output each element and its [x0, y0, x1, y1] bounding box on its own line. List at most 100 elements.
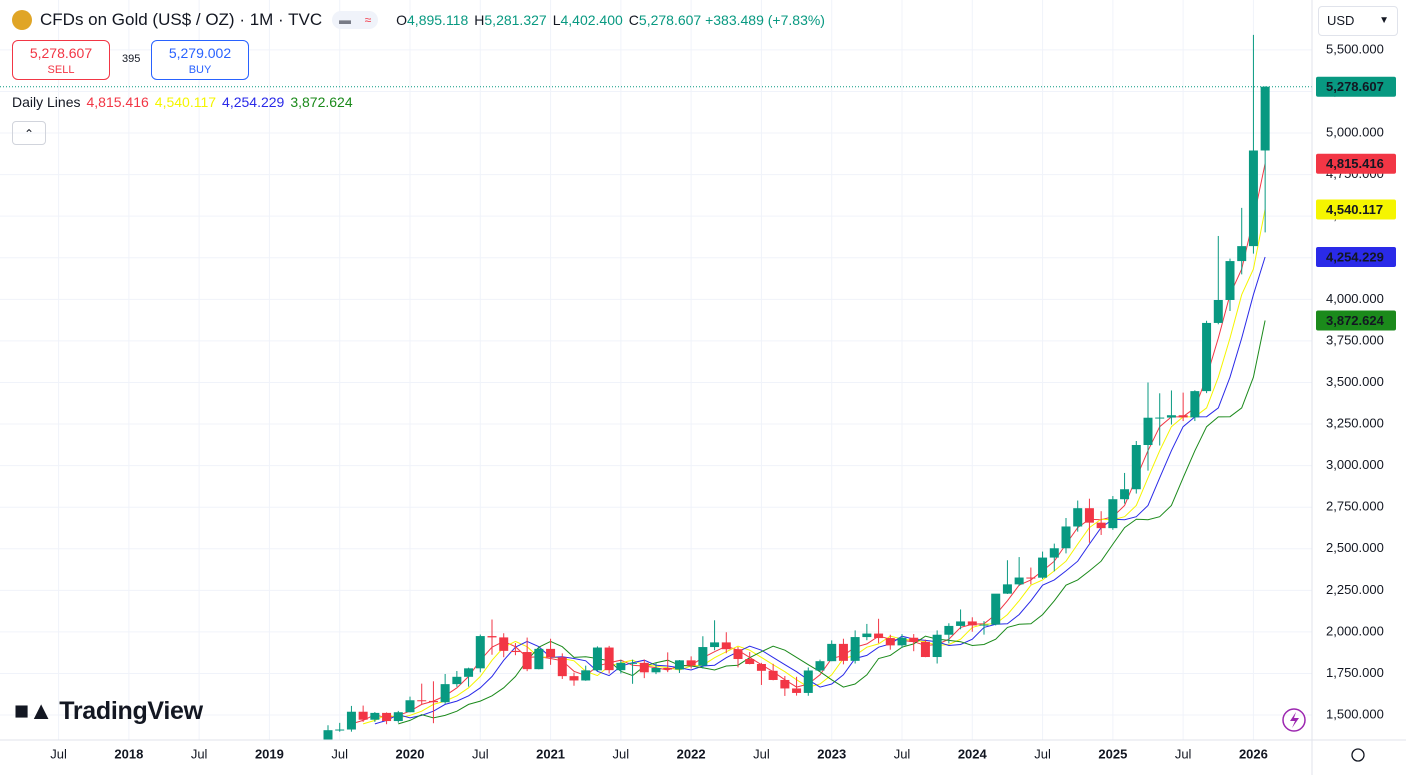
- candle-body: [827, 643, 837, 662]
- y-tick-label: 5,500.000: [1326, 41, 1384, 56]
- buy-price: 5,279.002: [168, 45, 232, 61]
- x-tick-label: Jul: [613, 746, 630, 761]
- candle-body: [346, 711, 356, 730]
- currency-select[interactable]: USD ▼: [1318, 6, 1398, 36]
- price-tag-label: 3,872.624: [1326, 313, 1385, 328]
- x-tick-label: Jul: [1175, 746, 1192, 761]
- x-tick-label: 2022: [677, 746, 706, 761]
- candle-body: [1038, 557, 1048, 578]
- toggle-left: ▬: [338, 13, 351, 27]
- x-tick-label: 2018: [114, 746, 143, 761]
- candle-body: [1190, 391, 1200, 418]
- candle-body: [792, 688, 802, 693]
- candle-body: [1084, 508, 1094, 523]
- sell-price: 5,278.607: [29, 45, 93, 61]
- candle-body: [768, 670, 778, 680]
- sell-button[interactable]: 5,278.607 SELL: [12, 40, 110, 80]
- indicator-value: 4,254.229: [222, 94, 285, 110]
- x-tick-label: 2020: [396, 746, 425, 761]
- candle-body: [522, 652, 532, 670]
- candle-body: [909, 637, 919, 642]
- candle-body: [487, 636, 497, 638]
- candle-body: [569, 676, 579, 681]
- candle-body: [1225, 261, 1235, 300]
- candle-body: [370, 712, 380, 720]
- alert-icon[interactable]: [1282, 708, 1306, 732]
- candle-body: [733, 649, 743, 660]
- candle-body: [745, 659, 755, 665]
- buy-label: BUY: [188, 64, 212, 76]
- candle-body: [499, 637, 509, 651]
- candle-body: [323, 730, 333, 740]
- price-tag: [1316, 310, 1396, 331]
- candle-body: [850, 637, 860, 661]
- mode-toggle[interactable]: ▬ ≈: [332, 11, 379, 29]
- candle-body: [1049, 548, 1059, 558]
- change: +383.489 (+7.83%): [705, 12, 825, 28]
- indicator-value: 4,815.416: [86, 94, 149, 110]
- x-tick-label: Jul: [472, 746, 489, 761]
- buy-button[interactable]: 5,279.002 BUY: [151, 40, 249, 80]
- x-tick-label: Jul: [191, 746, 208, 761]
- candle-body: [358, 711, 368, 720]
- candle-body: [815, 661, 825, 671]
- candle-body: [1014, 577, 1024, 585]
- y-tick-label: 2,250.000: [1326, 582, 1384, 597]
- candle-body: [1120, 489, 1130, 500]
- settings-icon[interactable]: [1351, 748, 1365, 762]
- candle-body: [1166, 415, 1176, 418]
- x-tick-label: Jul: [331, 746, 348, 761]
- candle-body: [335, 729, 345, 731]
- x-tick-label: 2019: [255, 746, 284, 761]
- candle-body: [628, 662, 638, 664]
- candle-body: [674, 660, 684, 670]
- candle-body: [452, 676, 462, 685]
- indicator-name[interactable]: Daily Lines: [12, 94, 81, 110]
- candle-body: [475, 636, 485, 669]
- candle-body: [721, 642, 731, 650]
- brand-mark: ■▲: [14, 697, 54, 725]
- price-tag-label: 4,815.416: [1326, 156, 1384, 171]
- y-tick-label: 2,500.000: [1326, 540, 1384, 555]
- candle-body: [803, 670, 813, 693]
- candle-body: [405, 700, 415, 713]
- ohlc: O4,895.118 H5,281.327 L4,402.400 C5,278.607…: [390, 12, 825, 28]
- y-tick-label: 3,500.000: [1326, 374, 1384, 389]
- candle-body: [663, 667, 673, 670]
- collapse-button[interactable]: ⌃: [12, 121, 46, 145]
- candle-body: [1213, 299, 1223, 323]
- y-tick-label: 2,000.000: [1326, 623, 1384, 638]
- x-tick-label: Jul: [50, 746, 67, 761]
- candle-body: [428, 700, 438, 703]
- y-tick-label: 5,000.000: [1326, 124, 1384, 139]
- price-tag-label: 5,278.607: [1326, 79, 1384, 94]
- symbol[interactable]: CFDs on Gold (US$ / OZ) · 1M · TVC: [40, 10, 323, 29]
- y-tick-label: 3,750.000: [1326, 332, 1384, 347]
- currency: USD: [1327, 13, 1355, 28]
- candle-body: [1108, 499, 1118, 529]
- x-tick-label: 2023: [817, 746, 846, 761]
- symbol-logo: [12, 10, 32, 30]
- candle-body: [862, 633, 872, 638]
- candle-body: [756, 664, 766, 671]
- candle-body: [979, 624, 989, 626]
- candle-body: [1131, 444, 1141, 490]
- x-tick-label: Jul: [894, 746, 911, 761]
- candle-body: [1026, 577, 1036, 579]
- candle-body: [1073, 508, 1083, 527]
- price-tag: [1316, 199, 1396, 220]
- candle-body: [616, 662, 626, 671]
- y-tick-label: 1,500.000: [1326, 706, 1384, 721]
- alert-bolt: [1290, 712, 1299, 728]
- candle-body: [417, 700, 427, 702]
- price-tag: [1316, 76, 1396, 97]
- spread: 395: [122, 53, 141, 65]
- x-tick-label: 2021: [536, 746, 565, 761]
- sell-label: SELL: [47, 64, 75, 76]
- candle-body: [1143, 417, 1153, 445]
- x-tick-label: Jul: [1034, 746, 1051, 761]
- x-tick-label: 2025: [1098, 746, 1127, 761]
- axes: 1,500.000 1,750.000 2,000.000 2,250.000 2,50…: [50, 41, 1396, 761]
- candle-body: [440, 684, 450, 703]
